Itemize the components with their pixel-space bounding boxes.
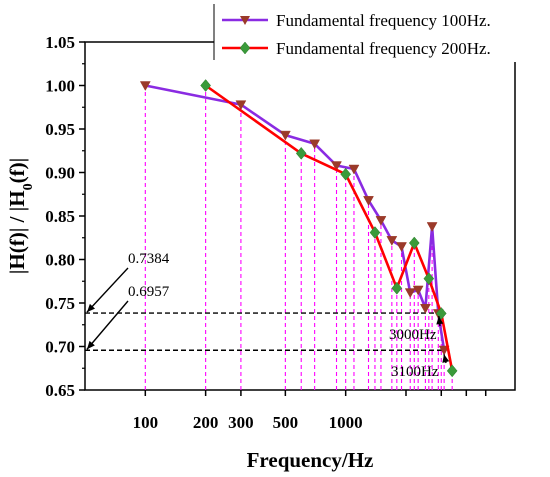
legend-label: Fundamental frequency 100Hz. [276, 11, 491, 30]
y-tick-label: 0.70 [45, 338, 75, 357]
annotation-label: 3100Hz [391, 364, 439, 380]
data-point [404, 288, 416, 299]
data-point [139, 81, 151, 92]
series-line [145, 84, 446, 351]
series-1 [139, 81, 450, 356]
x-axis-title: Frequency/Hz [247, 448, 374, 472]
data-point [363, 196, 374, 206]
y-tick-label: 1.00 [45, 77, 75, 96]
annotation-arrow-head [87, 340, 95, 350]
plot-area [84, 41, 516, 391]
data-point [419, 303, 431, 314]
y-tick-label: 0.85 [45, 207, 75, 226]
vertical-guide-lines [144, 85, 453, 390]
data-point [200, 79, 211, 92]
data-point [369, 226, 381, 239]
x-tick-label: 200 [193, 413, 219, 432]
data-point [348, 164, 360, 175]
data-point [375, 216, 387, 226]
y-tick-label: 0.80 [45, 251, 75, 270]
data-point [235, 100, 247, 111]
annotation-arrow-head [436, 316, 444, 325]
x-tick-label: 100 [133, 413, 159, 432]
data-point [412, 285, 424, 296]
legend: Fundamental frequency 100Hz. Fundamental … [213, 2, 548, 62]
legend-label: Fundamental frequency 200Hz. [276, 39, 491, 58]
annotation-arrow-head [87, 303, 96, 313]
x-tick-label: 500 [273, 413, 299, 432]
legend-marker [240, 16, 250, 25]
legend-marker [239, 41, 251, 55]
annotation-arrow [86, 300, 129, 350]
data-point [391, 281, 403, 295]
data-point [423, 272, 435, 286]
y-tick-label: 1.05 [45, 33, 75, 52]
data-point [309, 139, 321, 150]
data-point [386, 236, 398, 246]
y-tick-label: 0.95 [45, 120, 75, 139]
data-point [446, 364, 458, 378]
data-point [396, 242, 407, 252]
y-tick-label: 0.75 [45, 294, 75, 313]
annotation-arrow [86, 267, 129, 313]
y-axis-title: |H(f)| / |H0(f)| [5, 158, 36, 274]
data-point [279, 130, 291, 141]
annotation-arrow-head [442, 354, 450, 363]
x-tick-label: 1000 [329, 413, 363, 432]
annotation-label: 0.6957 [128, 284, 170, 300]
axes: 0.65 0.70 0.75 0.80 0.85 0.90 0.95 1.00 1.05 100 2… [5, 33, 487, 472]
reference-lines [85, 312, 445, 351]
annotation-label: 3000Hz [389, 327, 437, 343]
y-tick-label: 0.65 [45, 381, 75, 400]
y-tick-label: 0.90 [45, 164, 75, 183]
data-point [408, 236, 420, 250]
data-point [331, 161, 342, 172]
plot-frame [84, 41, 516, 391]
data-point [295, 146, 307, 160]
legend-box [214, 2, 548, 62]
data-point [340, 167, 352, 181]
annotations: 0.7384 0.6957 3000Hz 3100Hz [86, 251, 450, 380]
annotation-label: 0.7384 [128, 251, 170, 267]
x-tick-label: 300 [228, 413, 254, 432]
data-point [426, 222, 438, 232]
